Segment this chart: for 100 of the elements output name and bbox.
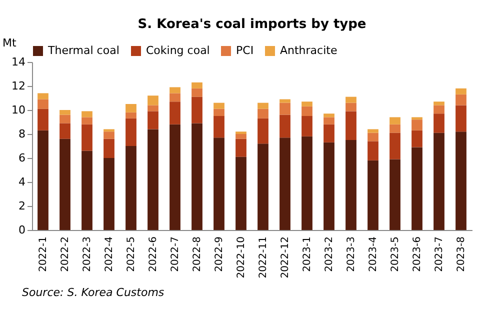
bar <box>412 117 422 120</box>
bar <box>126 118 136 146</box>
bar <box>302 106 312 116</box>
x-tick-label: 2023-6 <box>412 236 423 272</box>
bar <box>368 160 378 230</box>
x-tick-label: 2022-4 <box>104 236 115 272</box>
bar <box>60 110 70 115</box>
x-tick-label: 2022-11 <box>258 236 269 278</box>
x-tick-label: 2023-3 <box>346 236 357 272</box>
bar <box>324 124 334 142</box>
bar <box>214 116 224 138</box>
chart-title: S. Korea's coal imports by type <box>138 17 366 32</box>
bar <box>214 138 224 230</box>
bar <box>82 150 92 230</box>
bar <box>302 136 312 230</box>
x-tick-label: 2022-12 <box>280 236 291 278</box>
bar <box>60 138 70 230</box>
bar <box>280 99 290 103</box>
y-tick-label: 10 <box>12 104 26 116</box>
bar <box>346 140 356 230</box>
x-tick-label: 2023-7 <box>434 236 445 272</box>
x-tick-label: 2022-5 <box>126 236 137 272</box>
bar <box>170 124 180 230</box>
bar <box>104 158 114 230</box>
y-tick-label: 6 <box>18 152 26 164</box>
bar <box>38 108 48 130</box>
y-tick-label: 14 <box>12 56 26 68</box>
bar <box>434 102 444 106</box>
bar <box>390 132 400 160</box>
bar <box>324 142 334 230</box>
bar <box>104 138 114 158</box>
bar <box>148 129 158 230</box>
x-tick-label: 2023-8 <box>456 236 467 272</box>
bar <box>280 102 290 115</box>
y-tick-label: 8 <box>18 128 26 140</box>
x-tick-label: 2022-2 <box>60 236 71 272</box>
x-tick-label: 2023-5 <box>390 236 401 272</box>
bar <box>280 138 290 230</box>
bar <box>104 132 114 139</box>
bar <box>170 102 180 124</box>
y-tick-label: 4 <box>18 176 26 188</box>
bar <box>258 144 268 230</box>
bar <box>126 112 136 118</box>
bar <box>148 111 158 130</box>
legend-label: PCI <box>236 44 254 57</box>
y-tick-label: 12 <box>12 80 26 92</box>
bar <box>192 123 202 230</box>
x-tick-label: 2023-1 <box>302 236 313 272</box>
bar <box>324 117 334 124</box>
bar <box>346 102 356 112</box>
bar <box>456 94 466 106</box>
y-tick-label: 0 <box>18 224 26 236</box>
bar <box>456 88 466 94</box>
bar <box>434 105 444 114</box>
bar <box>38 93 48 100</box>
x-tick-label: 2022-6 <box>148 236 159 272</box>
legend-label: Anthracite <box>280 44 338 57</box>
bar <box>390 124 400 133</box>
legend-label: Coking coal <box>146 44 210 57</box>
bar <box>412 120 422 130</box>
bar <box>368 132 378 142</box>
x-tick-label: 2022-7 <box>170 236 181 272</box>
bar <box>192 82 202 88</box>
source-note: Source: S. Korea Customs <box>22 286 166 299</box>
bar <box>346 111 356 140</box>
bar <box>412 130 422 148</box>
bar <box>148 105 158 112</box>
bar <box>104 129 114 132</box>
bar <box>82 124 92 151</box>
bar <box>38 130 48 230</box>
bar <box>82 117 92 124</box>
bar <box>302 102 312 106</box>
bar <box>192 88 202 97</box>
y-tick-label: 2 <box>18 200 26 212</box>
bar <box>368 141 378 160</box>
bar <box>236 156 246 230</box>
bar <box>456 105 466 132</box>
bar <box>434 114 444 133</box>
bar <box>456 132 466 230</box>
bar <box>302 116 312 136</box>
bar <box>214 108 224 116</box>
bar <box>258 102 268 109</box>
x-tick-label: 2022-9 <box>214 236 225 272</box>
x-tick-label: 2022-1 <box>38 236 49 272</box>
bar <box>126 146 136 230</box>
bar <box>258 118 268 144</box>
x-tick-label: 2022-3 <box>82 236 93 272</box>
x-tick-label: 2023-4 <box>368 236 379 272</box>
bar <box>60 114 70 124</box>
x-tick-label: 2023-2 <box>324 236 335 272</box>
bar <box>258 108 268 118</box>
bar <box>170 87 180 94</box>
bar <box>82 111 92 118</box>
bar <box>60 123 70 139</box>
bar <box>324 114 334 118</box>
bar <box>192 96 202 124</box>
x-tick-label: 2022-8 <box>192 236 203 272</box>
bar <box>236 134 246 139</box>
bar <box>390 159 400 230</box>
bar <box>148 96 158 106</box>
